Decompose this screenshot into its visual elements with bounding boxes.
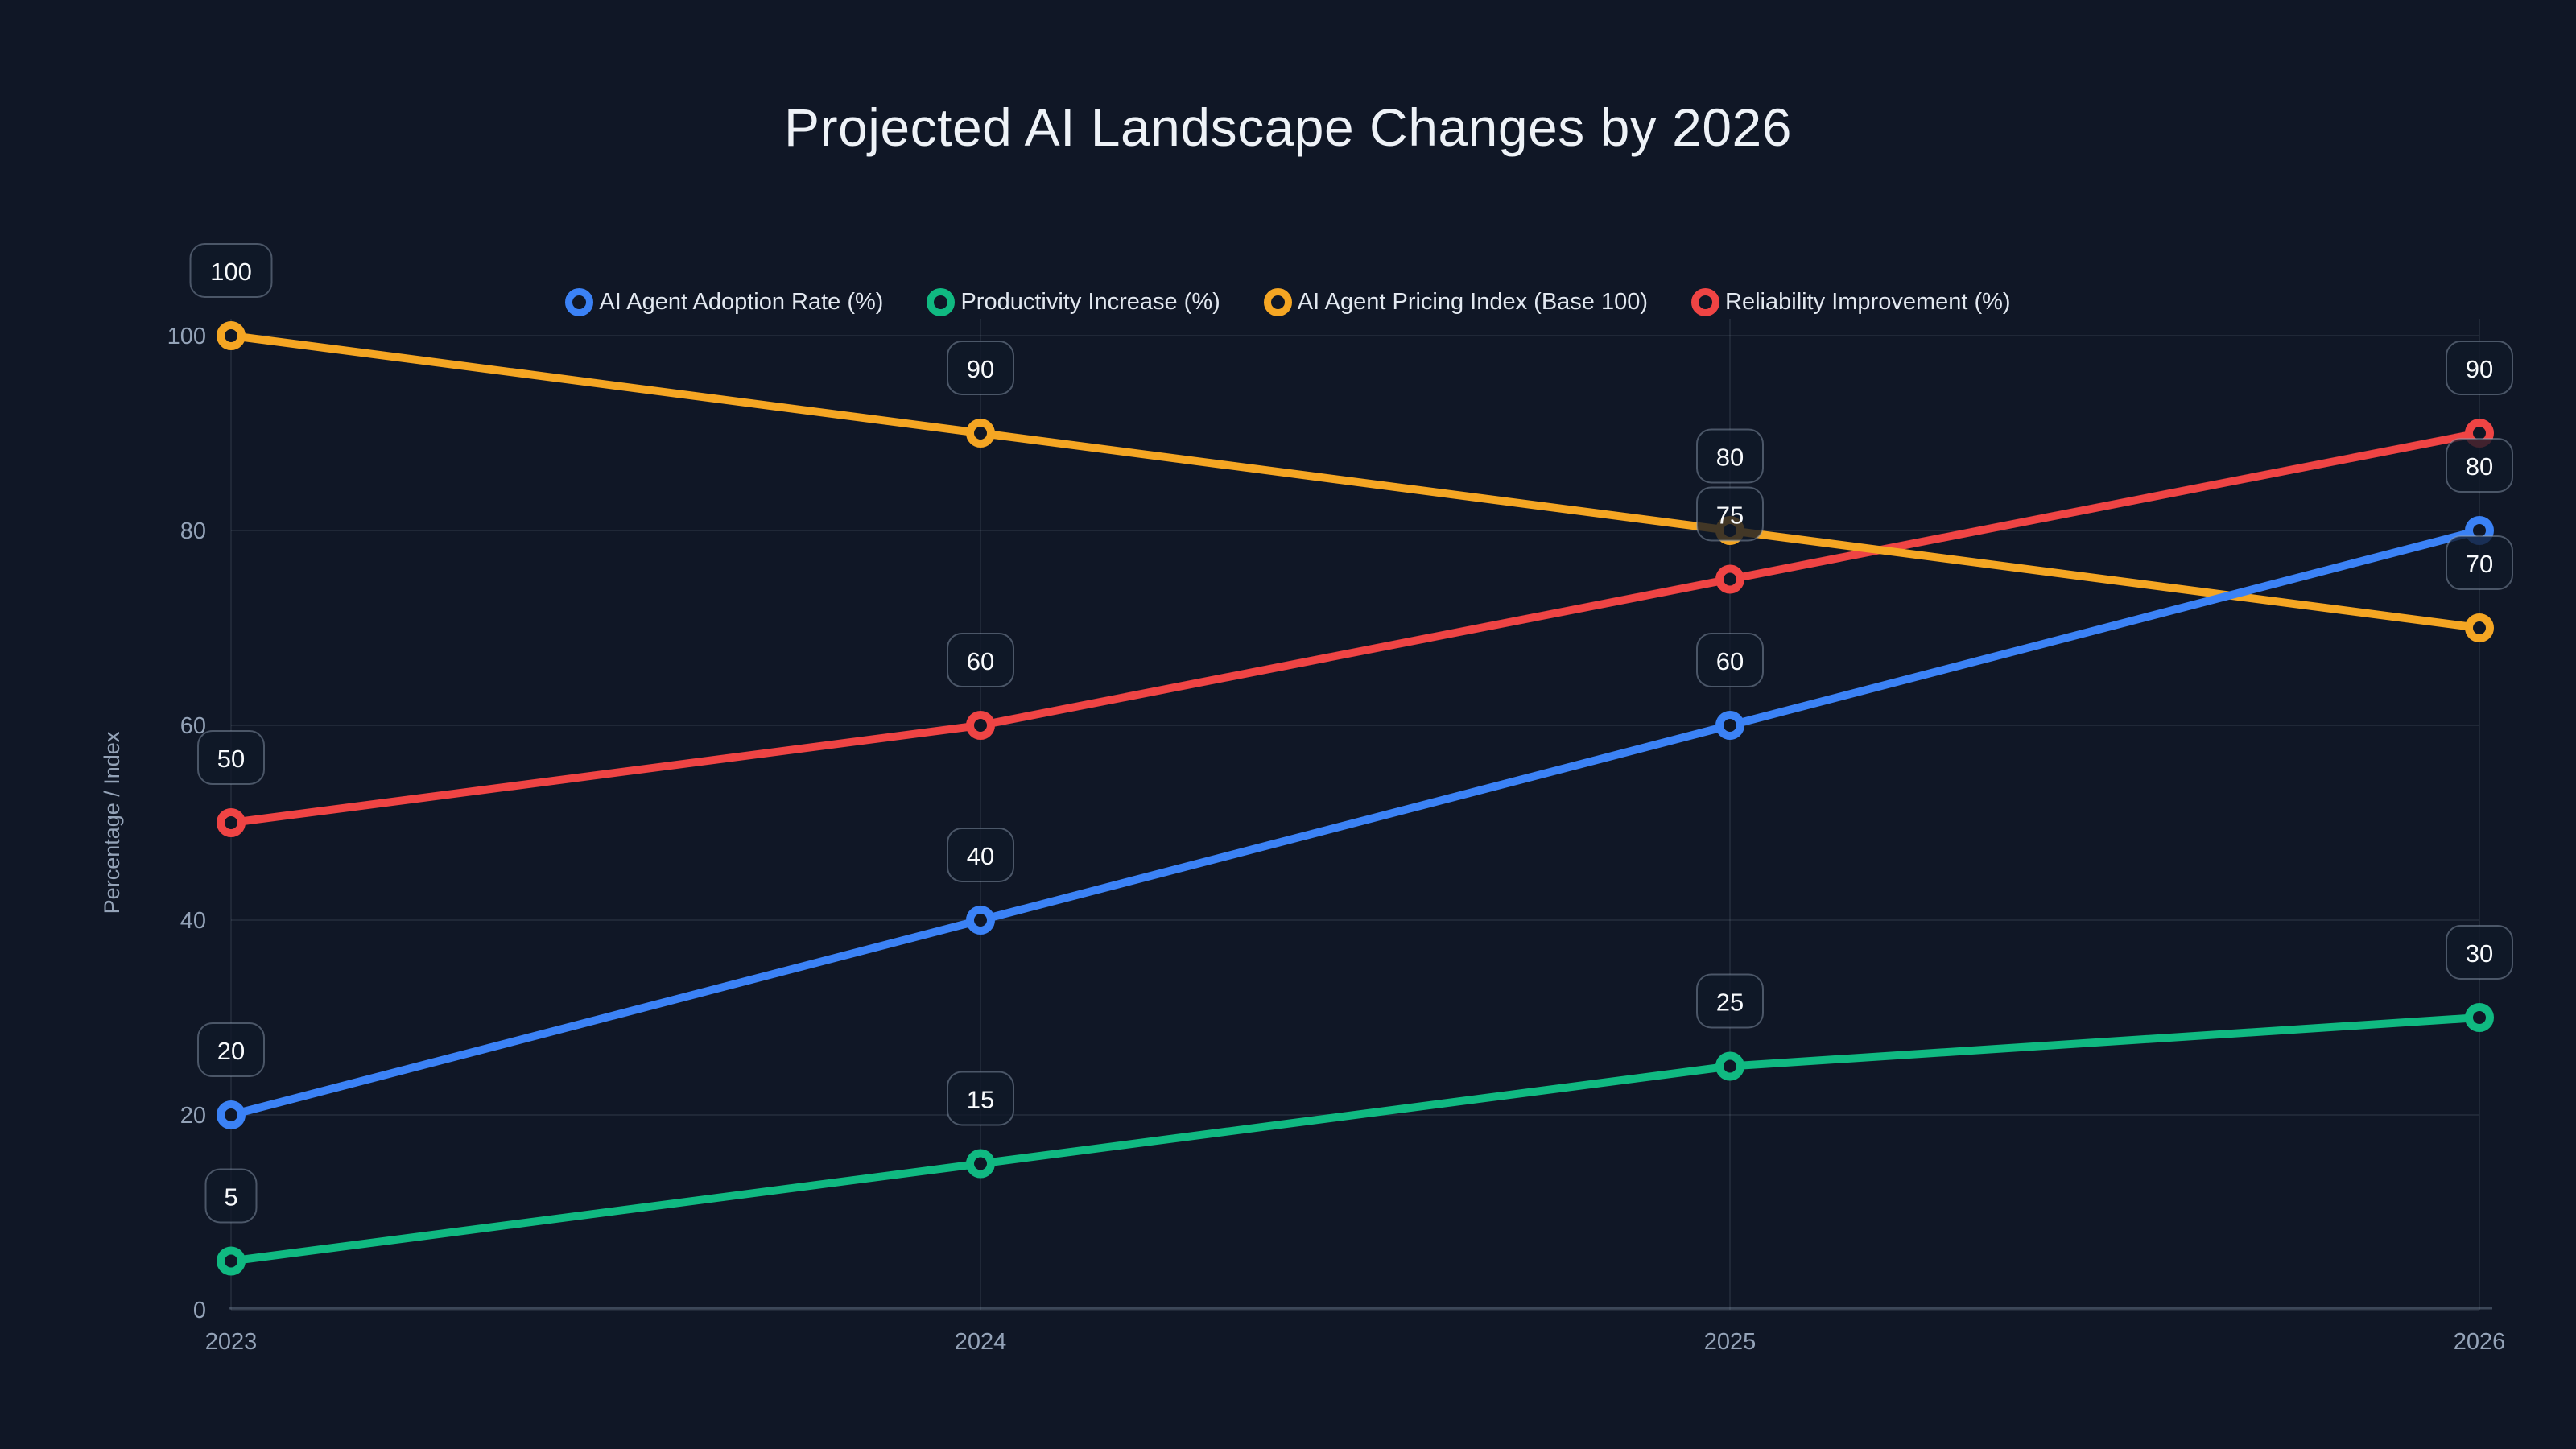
- legend-item-ai-agent-pricing-index-base-100[interactable]: AI Agent Pricing Index (Base 100): [1263, 288, 1649, 316]
- legend-ring-icon: [1263, 288, 1292, 316]
- point-reliability-improvement-2023[interactable]: [217, 808, 246, 837]
- point-label-box-2025-80: [1696, 428, 1764, 484]
- y-tick-80: 80: [180, 518, 206, 544]
- line-ai-agent-adoption-rate: [229, 526, 2481, 1119]
- legend-label: AI Agent Adoption Rate (%): [599, 289, 884, 315]
- point-label-2024-40: 40: [967, 842, 994, 870]
- point-label-box-2024-40: [947, 828, 1014, 882]
- y-tick-0: 0: [193, 1298, 206, 1323]
- point-label-2025-60: 60: [1716, 647, 1744, 675]
- x-tick-2026: 2026: [2454, 1329, 2506, 1355]
- point-label-box-2026-80: [2446, 438, 2513, 493]
- point-ai-agent-adoption-rate-2024[interactable]: [966, 906, 995, 935]
- gridlines: [230, 319, 2480, 1311]
- point-ai-agent-pricing-index-base-100-2024[interactable]: [966, 419, 995, 448]
- line-ai-agent-pricing-index-base-100: [230, 332, 2480, 632]
- legend-ring-icon: [1691, 288, 1720, 316]
- point-productivity-increase-2024[interactable]: [966, 1149, 995, 1179]
- line-reliability-improvement: [230, 429, 2480, 827]
- y-tick-40: 40: [180, 908, 206, 934]
- point-reliability-improvement-2025[interactable]: [1715, 564, 1744, 594]
- point-label-box-2026-90: [2446, 341, 2513, 395]
- point-label-2026-30: 30: [2466, 939, 2493, 968]
- point-label-box-2023-5: [204, 1168, 258, 1224]
- point-ai-agent-adoption-rate-2025[interactable]: [1715, 711, 1744, 740]
- y-axis-title: Percentage / Index: [100, 731, 124, 914]
- point-label-2023-50: 50: [217, 745, 245, 773]
- point-label-2024-90: 90: [967, 355, 994, 383]
- point-label-box-2025-75: [1696, 486, 1764, 542]
- point-label-2024-15: 15: [967, 1086, 994, 1114]
- point-productivity-increase-2026[interactable]: [2465, 1003, 2494, 1032]
- legend-ring-icon: [927, 288, 956, 316]
- x-tick-2023: 2023: [205, 1329, 258, 1355]
- point-reliability-improvement-2024[interactable]: [966, 711, 995, 740]
- point-labels: 5 20 50 100 15 40 60 90 25 60 75 80 30 70 80 90: [189, 243, 2513, 1224]
- point-label-2025-75: 75: [1716, 502, 1744, 530]
- point-label-2025-25: 25: [1716, 989, 1744, 1017]
- point-label-2023-5: 5: [224, 1183, 237, 1212]
- point-label-box-2025-25: [1696, 973, 1764, 1029]
- point-label-box-2023-20: [197, 1022, 265, 1077]
- point-label-2024-60: 60: [967, 647, 994, 675]
- point-label-box-2023-50: [197, 730, 265, 785]
- point-ai-agent-pricing-index-base-100-2023[interactable]: [217, 321, 246, 350]
- point-label-2023-100: 100: [210, 258, 252, 286]
- legend-item-ai-agent-adoption-rate[interactable]: AI Agent Adoption Rate (%): [565, 288, 883, 316]
- point-label-2025-80: 80: [1716, 444, 1744, 472]
- y-tick-20: 20: [180, 1103, 206, 1129]
- point-ai-agent-adoption-rate-2023[interactable]: [217, 1100, 246, 1129]
- legend-ring-icon: [565, 288, 594, 316]
- point-label-2026-70: 70: [2466, 550, 2493, 578]
- legend-item-productivity-increase[interactable]: Productivity Increase (%): [927, 288, 1220, 316]
- x-tick-2025: 2025: [1704, 1329, 1757, 1355]
- y-tick-100: 100: [167, 324, 206, 349]
- point-label-box-2023-100: [189, 243, 273, 298]
- series-lines: [229, 332, 2481, 1265]
- line-productivity-increase: [230, 1013, 2480, 1265]
- point-label-2026-90: 90: [2466, 355, 2493, 383]
- y-tick-60: 60: [180, 713, 206, 739]
- point-label-box-2026-30: [2446, 925, 2513, 980]
- legend-label: Reliability Improvement (%): [1725, 289, 2011, 315]
- x-tick-2024: 2024: [955, 1329, 1007, 1355]
- point-label-2026-80: 80: [2466, 452, 2493, 481]
- point-ai-agent-pricing-index-base-100-2026[interactable]: [2465, 613, 2494, 642]
- point-productivity-increase-2025[interactable]: [1715, 1051, 1744, 1081]
- legend-label: Productivity Increase (%): [960, 289, 1220, 315]
- point-productivity-increase-2023[interactable]: [217, 1246, 246, 1276]
- chart-title: Projected AI Landscape Changes by 2026: [784, 97, 1792, 157]
- point-label-2023-20: 20: [217, 1037, 245, 1065]
- point-label-box-2026-70: [2446, 535, 2513, 590]
- point-label-box-2024-90: [947, 341, 1014, 395]
- series-points: [217, 321, 2494, 1276]
- legend-item-reliability-improvement[interactable]: Reliability Improvement (%): [1691, 288, 2011, 316]
- point-label-box-2024-15: [947, 1071, 1014, 1126]
- point-label-box-2024-60: [947, 633, 1014, 687]
- legend: AI Agent Adoption Rate (%) Productivity I…: [0, 288, 2576, 316]
- legend-label: AI Agent Pricing Index (Base 100): [1297, 289, 1649, 315]
- point-label-box-2025-60: [1696, 633, 1764, 687]
